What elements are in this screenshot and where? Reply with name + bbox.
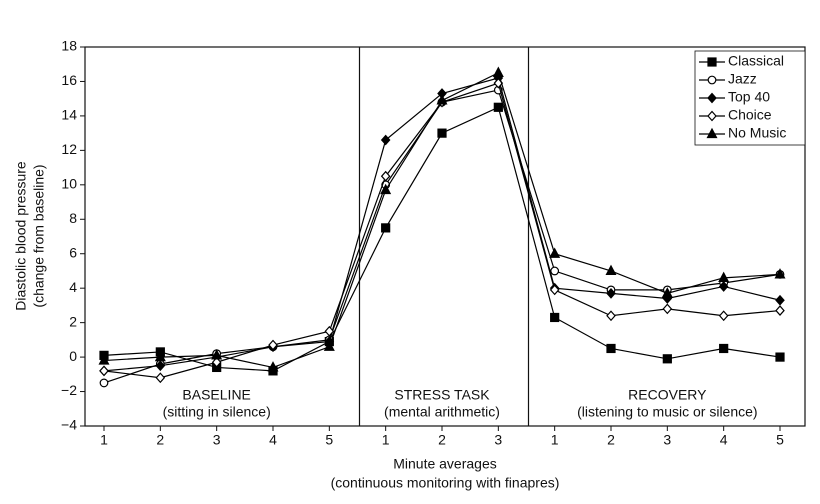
marker (707, 92, 717, 104)
marker (549, 284, 560, 296)
x-tick-label: 5 (776, 432, 784, 448)
marker (707, 57, 717, 67)
marker (492, 66, 504, 77)
y-axis-title: Diastolic blood pressure (13, 161, 29, 311)
marker (550, 266, 560, 276)
section-title: BASELINE (182, 387, 250, 403)
marker (707, 75, 717, 85)
marker (381, 223, 391, 233)
legend-label: Jazz (728, 71, 757, 87)
legend-label: Top 40 (728, 89, 770, 105)
marker (606, 310, 616, 322)
x-tick-label: 5 (325, 432, 333, 448)
y-tick-label: 12 (61, 141, 77, 157)
y-tick-label: 10 (61, 176, 77, 192)
marker (775, 352, 785, 362)
marker (154, 350, 166, 362)
legend-label: Choice (728, 107, 772, 123)
y-tick-label: 0 (69, 348, 77, 364)
marker (605, 264, 617, 276)
y-tick-label: 2 (69, 313, 77, 329)
marker (718, 271, 730, 282)
marker (549, 247, 561, 258)
marker (662, 303, 673, 315)
y-tick-label: 8 (69, 210, 77, 226)
plot-frame (84, 46, 806, 427)
section-subtitle: (mental arithmetic) (384, 404, 500, 420)
y-tick-label: 4 (69, 279, 77, 295)
marker (662, 354, 672, 364)
marker (718, 281, 729, 292)
x-tick-label: 2 (438, 432, 446, 448)
x-tick-label: 3 (663, 432, 671, 448)
marker (98, 354, 110, 365)
marker (155, 360, 166, 372)
marker (493, 102, 503, 112)
y-tick-label: 18 (61, 38, 77, 54)
x-tick-label: 1 (551, 432, 559, 448)
marker (99, 378, 109, 388)
y-axis-title: (change from baseline) (31, 164, 47, 307)
marker (661, 287, 673, 298)
marker (323, 340, 335, 351)
marker (606, 287, 616, 299)
marker (550, 312, 560, 323)
y-tick-label: 14 (61, 107, 77, 123)
marker (707, 110, 717, 122)
legend-label: Classical (728, 53, 784, 69)
marker (155, 372, 166, 384)
x-axis-title: Minute averages (393, 456, 497, 472)
marker (211, 349, 223, 360)
x-axis-title: (continuous monitoring with finapres) (331, 475, 560, 491)
series-line (103, 82, 781, 379)
series-line (103, 71, 781, 369)
marker (774, 268, 786, 279)
section-title: RECOVERY (628, 387, 707, 403)
marker (211, 356, 222, 368)
legend-label: No Music (728, 125, 786, 141)
x-tick-label: 2 (156, 432, 164, 448)
marker (719, 343, 729, 354)
marker (606, 343, 616, 354)
x-tick-label: 3 (213, 432, 221, 448)
marker (324, 325, 335, 337)
marker (267, 361, 279, 372)
section-subtitle: (sitting in silence) (163, 404, 271, 420)
x-tick-label: 1 (100, 432, 108, 448)
y-tick-label: 6 (69, 244, 77, 260)
x-tick-label: 3 (494, 432, 502, 448)
y-tick-label: −4 (61, 417, 77, 433)
y-tick-label: 16 (61, 72, 77, 88)
marker (268, 339, 278, 351)
marker (380, 170, 391, 182)
marker (436, 94, 448, 105)
marker (775, 294, 785, 306)
x-tick-label: 4 (720, 432, 728, 448)
series-line (103, 106, 781, 372)
section-title: STRESS TASK (394, 387, 490, 403)
marker (99, 365, 109, 377)
x-tick-label: 2 (607, 432, 615, 448)
x-tick-label: 4 (269, 432, 277, 448)
marker (380, 134, 391, 146)
marker (775, 305, 785, 316)
y-tick-label: −2 (61, 382, 77, 398)
series-line (103, 77, 781, 372)
x-tick-label: 1 (382, 432, 390, 448)
marker (380, 183, 392, 195)
marker (706, 127, 718, 139)
marker (437, 128, 447, 138)
marker (718, 310, 729, 322)
section-subtitle: (listening to music or silence) (577, 404, 758, 420)
